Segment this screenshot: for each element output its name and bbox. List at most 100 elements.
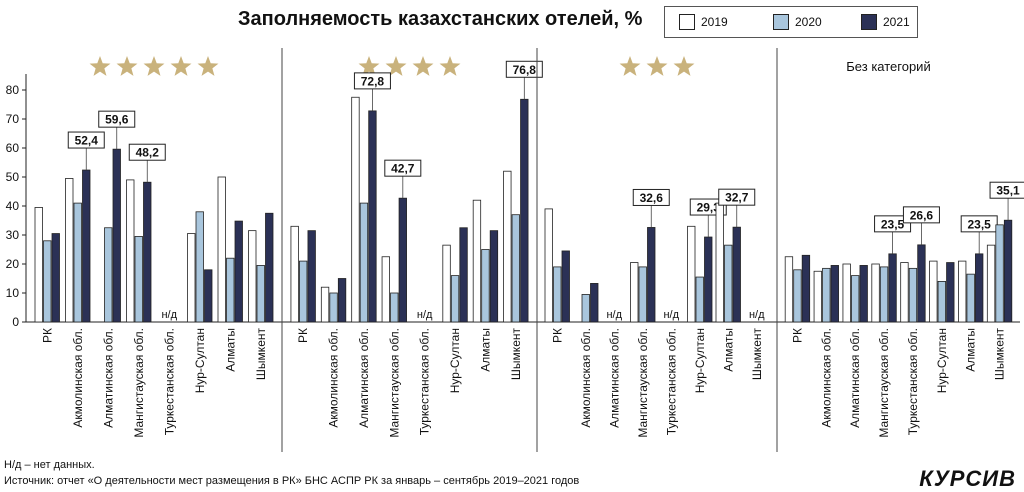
y-tick-label: 30 (6, 228, 20, 242)
bar-2020 (908, 267, 918, 323)
bar-2020 (329, 292, 338, 323)
bar-2021 (368, 110, 377, 323)
x-tick-label: Алматинская обл. (357, 328, 371, 428)
bar-2020 (879, 266, 889, 323)
bar-2020 (359, 202, 369, 323)
bar-2020 (43, 240, 52, 323)
bar-2020 (226, 257, 235, 323)
bar-2019 (187, 233, 196, 323)
bar-2019 (126, 179, 135, 323)
bar-2019 (842, 263, 851, 323)
data-label: 26,6 (910, 208, 934, 222)
bar-2020 (995, 224, 1004, 323)
bar-2020 (511, 214, 520, 323)
y-tick-label: 50 (6, 170, 20, 184)
x-tick-label: Алматы (721, 328, 735, 372)
bar-2021 (946, 262, 955, 323)
bar-2021 (561, 250, 570, 323)
bar-2020 (937, 280, 946, 323)
bar-2019 (630, 262, 639, 323)
na-label: н/д (606, 309, 622, 321)
data-label: 76,8 (513, 63, 537, 77)
star-icon (197, 56, 219, 76)
bar-2021 (1003, 219, 1013, 323)
callout-box (902, 206, 940, 224)
na-label: н/д (663, 309, 679, 321)
bar-2020 (390, 292, 399, 323)
star-icon (143, 56, 165, 76)
bar-2020 (481, 249, 490, 323)
callout-box (989, 181, 1024, 199)
callout-box (384, 159, 422, 177)
data-label: 72,8 (361, 74, 385, 88)
x-tick-label: Шымкент (993, 328, 1007, 381)
bar-2019 (34, 207, 43, 323)
bar-2021 (520, 98, 529, 323)
bar-2020 (195, 211, 204, 323)
star-icon (619, 56, 641, 76)
legend-label-2021: 2021 (883, 15, 910, 29)
x-tick-label: Шымкент (750, 328, 764, 381)
bar-2021 (337, 278, 347, 323)
x-tick-label: Нур-Султан (448, 328, 462, 393)
x-tick-label: Алматы (964, 328, 978, 372)
x-tick-label: Акмолинская обл. (579, 328, 593, 428)
bar-2021 (489, 230, 499, 323)
x-tick-label: Акмолинская обл. (71, 328, 85, 428)
bar-2019 (813, 270, 822, 323)
legend-swatch-2020 (773, 14, 789, 30)
bar-2019 (929, 260, 938, 323)
star-icon (385, 56, 407, 76)
legend-label-2019: 2019 (701, 15, 728, 29)
callout-box (718, 188, 756, 206)
data-label: 59,6 (105, 113, 129, 127)
x-tick-label: Акмолинская обл. (327, 328, 341, 428)
x-tick-label: Нур-Султан (193, 328, 207, 393)
bar-2019 (715, 202, 724, 323)
bar-2020 (793, 269, 802, 323)
bar-2019 (472, 199, 482, 323)
bar-2019 (381, 256, 390, 323)
footnote: Н/д – нет данных. (4, 459, 95, 471)
x-tick-label: Акмолинская обл. (819, 328, 833, 428)
bar-2021 (888, 253, 897, 323)
bar-2021 (143, 181, 152, 323)
x-tick-label: Алматы (478, 328, 492, 372)
bar-2021 (307, 230, 316, 323)
bar-2020 (581, 294, 590, 323)
bar-2019 (65, 178, 74, 323)
x-tick-label: Мангистауская обл. (387, 328, 401, 438)
legend: 2019 2020 2021 (664, 6, 918, 38)
data-label: 48,2 (136, 146, 160, 160)
bar-2019 (544, 208, 553, 323)
bar-2019 (871, 263, 880, 323)
x-tick-label: Алматы (223, 328, 237, 372)
bar-2019 (320, 286, 330, 323)
star-icon (646, 56, 668, 76)
star-icon (116, 56, 138, 76)
star-icon (89, 56, 111, 76)
bar-2021 (265, 212, 274, 323)
bar-2019 (784, 256, 794, 323)
data-label: 23,5 (968, 217, 992, 231)
x-tick-label: РК (296, 328, 310, 343)
bar-2021 (859, 265, 868, 323)
bar-2019 (503, 170, 512, 323)
bar-2021 (459, 227, 468, 323)
bar-2019 (351, 96, 360, 323)
callout-box (505, 60, 543, 78)
bar-2021 (801, 254, 811, 323)
bar-2021 (112, 148, 121, 323)
bar-2019 (958, 260, 967, 323)
x-tick-label: Шымкент (254, 328, 268, 381)
data-label: 32,6 (640, 191, 664, 205)
callout-box (128, 143, 166, 161)
bar-2021 (917, 244, 926, 323)
y-tick-label: 40 (6, 199, 20, 213)
x-tick-label: Алматинская обл. (607, 328, 621, 428)
bar-2021 (82, 169, 91, 323)
star-icon (358, 56, 380, 76)
data-label: 42,7 (391, 162, 415, 176)
y-tick-label: 70 (6, 112, 20, 126)
legend-label-2020: 2020 (795, 15, 822, 29)
